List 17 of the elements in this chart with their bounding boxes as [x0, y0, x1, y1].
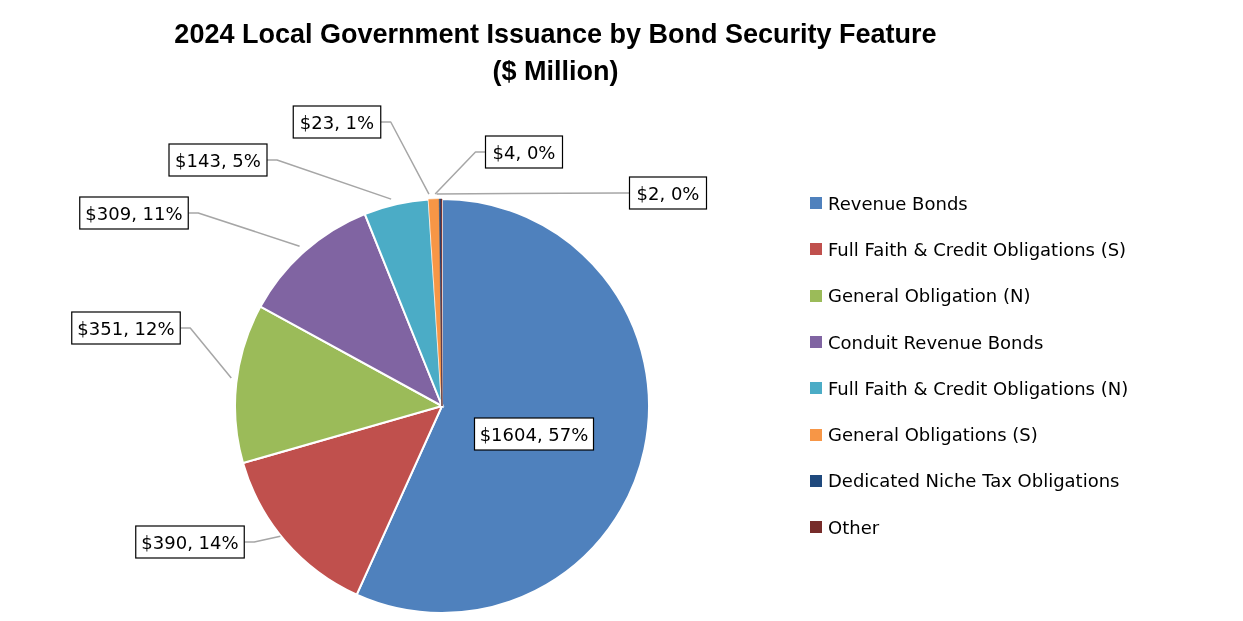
legend-label: General Obligation (N): [828, 285, 1031, 307]
data-label: $4, 0%: [492, 141, 556, 163]
legend-label: Full Faith & Credit Obligations (S): [828, 238, 1127, 260]
data-label: $1604, 57%: [479, 423, 589, 445]
data-label: $23, 1%: [299, 111, 375, 133]
data-label: $143, 5%: [175, 149, 261, 171]
legend-label: General Obligations (S): [828, 424, 1038, 446]
data-label: $351, 12%: [77, 317, 175, 339]
data-label: $2, 0%: [636, 182, 700, 204]
data-label: $309, 11%: [85, 202, 183, 224]
data-label: $390, 14%: [141, 531, 239, 553]
chart-title: 2024 Local Government Issuance by Bond Security Feature ($ Million): [173, 18, 938, 88]
legend-label: Other: [828, 516, 880, 538]
legend-label: Full Faith & Credit Obligations (N): [828, 377, 1129, 399]
legend-label: Conduit Revenue Bonds: [828, 331, 1044, 353]
legend-label: Revenue Bonds: [828, 192, 968, 214]
legend-label: Dedicated Niche Tax Obligations: [828, 470, 1120, 492]
